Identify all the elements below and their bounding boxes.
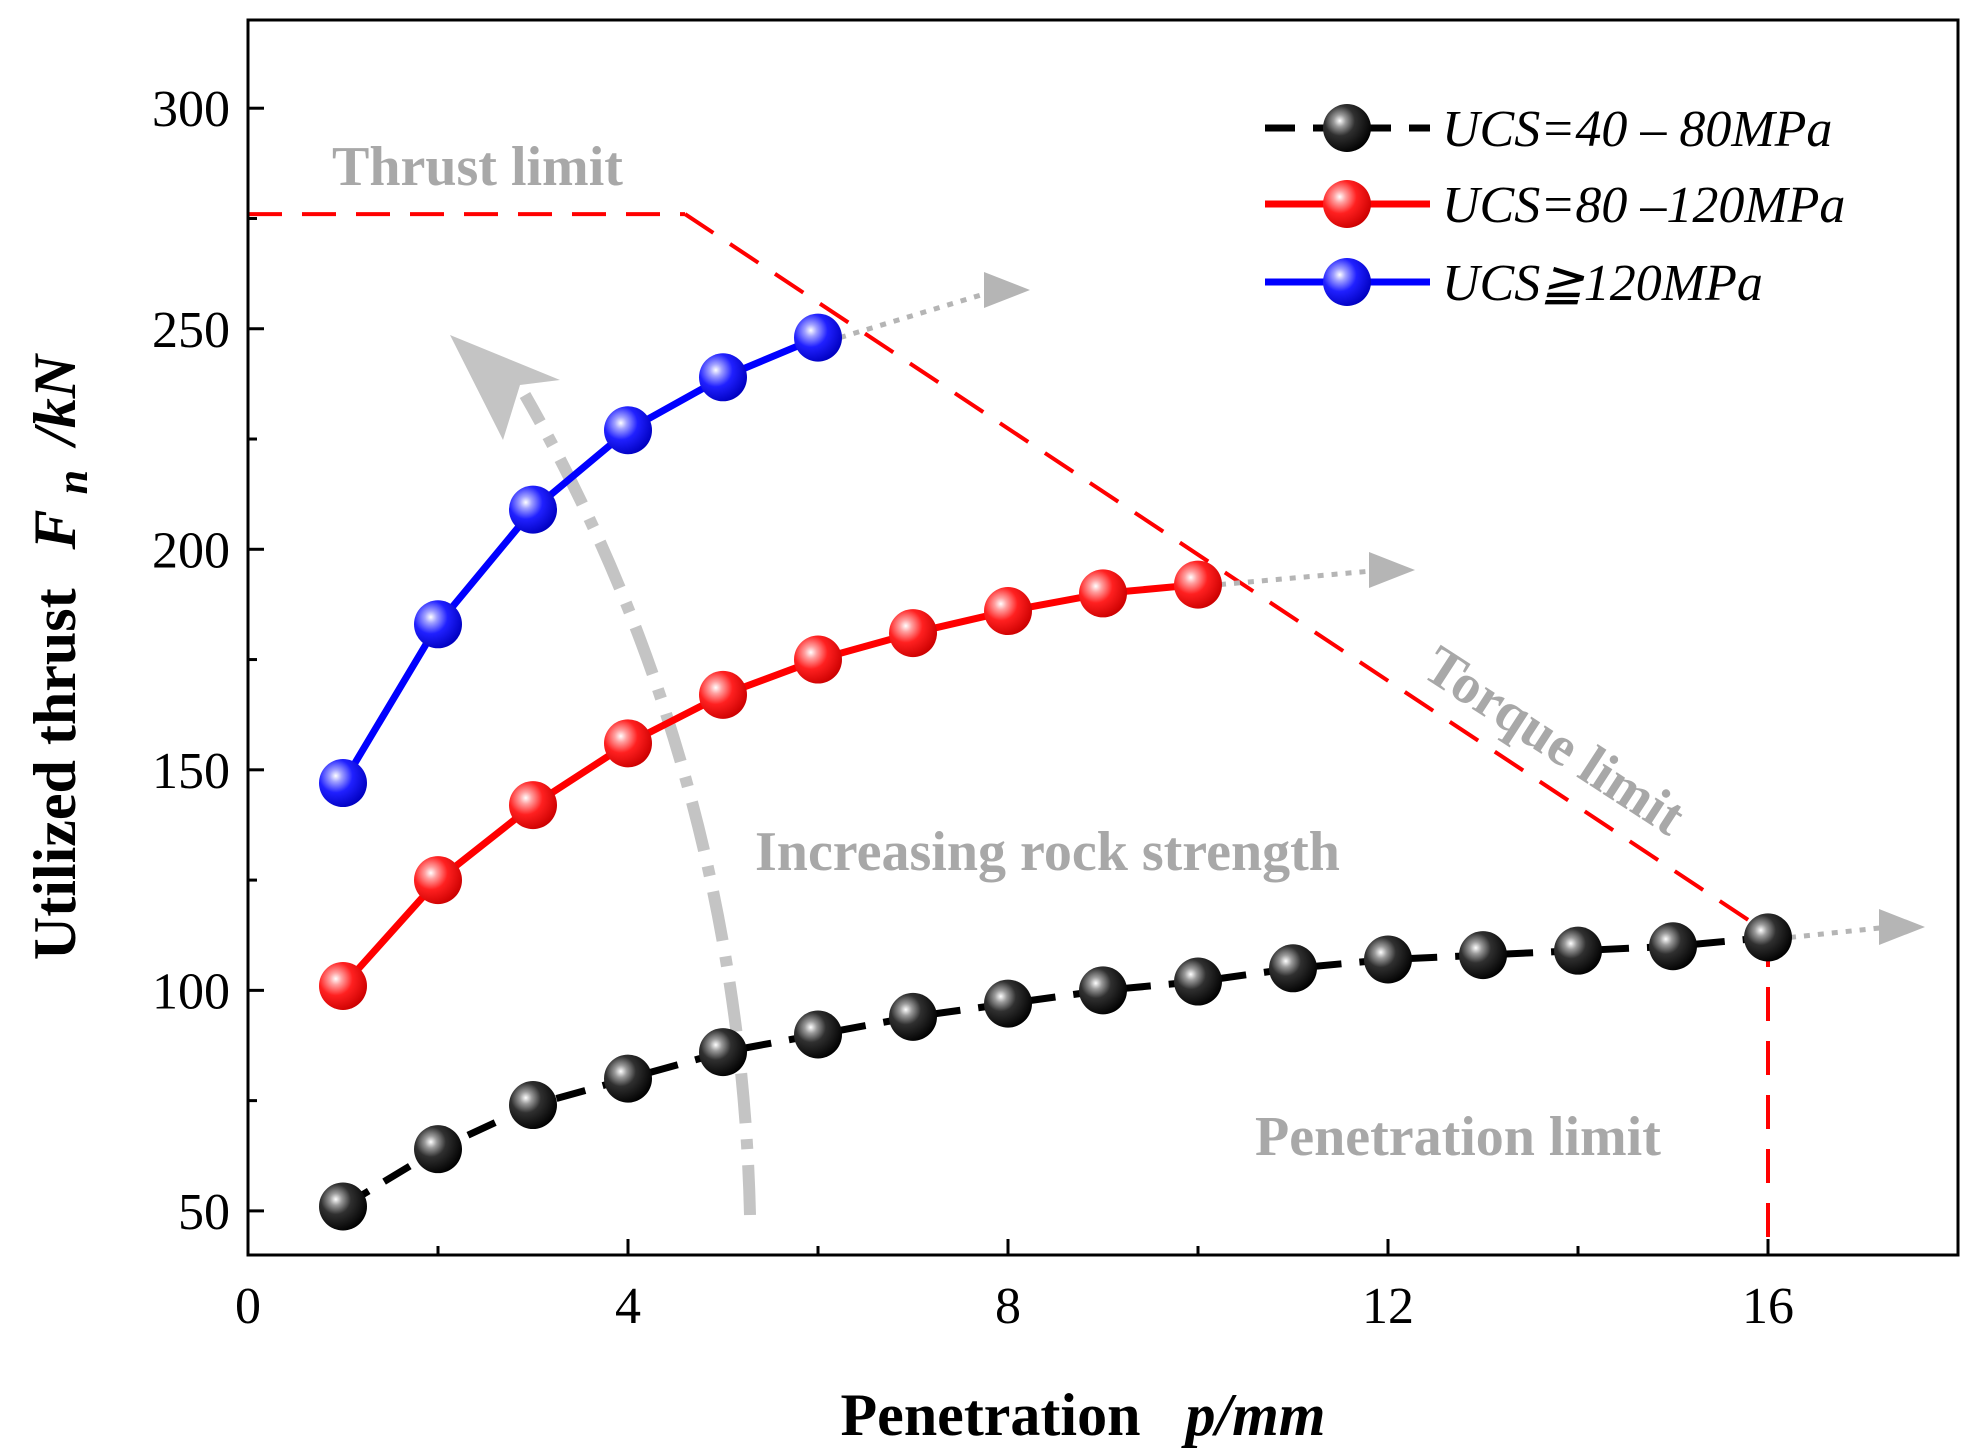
x-tick-label: 4 [615, 1278, 641, 1335]
data-point [509, 485, 557, 534]
axis-ticks: 0 4 8 12 16 50 100 150 200 250 300 [152, 81, 1960, 1335]
data-point [1649, 922, 1697, 971]
data-point [319, 759, 367, 808]
data-point [319, 961, 367, 1010]
y-tick-label: 300 [152, 81, 230, 138]
y-axis-subscript: n [48, 470, 97, 494]
data-point [1269, 944, 1317, 993]
trend-arrows [450, 272, 1925, 1216]
legend-label: UCS=80 –120MPa [1442, 177, 1845, 234]
series-line [341, 933, 1769, 1210]
data-point [604, 1054, 652, 1103]
data-point [509, 1081, 557, 1130]
series-0 [319, 913, 1792, 1231]
data-point [794, 635, 842, 684]
torque-limit-label: Torque limit [1413, 634, 1696, 848]
x-axis-variable: p/mm [1180, 1382, 1325, 1448]
penetration-limit-label: Penetration limit [1255, 1106, 1661, 1168]
legend: UCS=40 – 80MPa UCS=80 –120MPa UCS≧120MPa [1265, 101, 1845, 312]
data-point [1079, 966, 1127, 1015]
y-tick-label: 150 [152, 743, 230, 800]
x-axis-title: Penetration p/mm [841, 1382, 1326, 1448]
data-point [1174, 957, 1222, 1006]
series-line [339, 334, 820, 785]
y-tick-label: 200 [152, 522, 230, 579]
data-point [984, 979, 1032, 1028]
series-1 [319, 560, 1222, 1010]
data-point [414, 600, 462, 649]
y-tick-label: 50 [178, 1184, 230, 1241]
y-axis-unit: /kN [22, 352, 88, 449]
data-point [604, 406, 652, 455]
data-point [699, 670, 747, 719]
data-point [1744, 913, 1792, 962]
x-tick-label: 0 [235, 1278, 261, 1335]
data-point [509, 781, 557, 830]
legend-label: UCS=40 – 80MPa [1442, 101, 1832, 158]
series-layer [319, 313, 1792, 1231]
data-point [699, 353, 747, 402]
data-point [414, 1125, 462, 1174]
data-point [319, 1182, 367, 1231]
legend-marker [1323, 258, 1371, 306]
series-2 [319, 313, 842, 808]
data-point [794, 1010, 842, 1059]
data-point [604, 719, 652, 768]
thrust-limit-label: Thrust limit [332, 136, 623, 198]
limit-lines [248, 212, 1770, 1255]
legend-item-ucs-120: UCS≧120MPa [1265, 255, 1763, 312]
x-tick-label: 16 [1742, 1278, 1794, 1335]
legend-item-ucs-80-120: UCS=80 –120MPa [1265, 177, 1845, 234]
trend-arrow-head [1879, 909, 1925, 945]
y-axis-label: Utilized thrust [22, 588, 88, 960]
trend-arrow-line [1789, 925, 1884, 940]
data-point [1459, 931, 1507, 980]
increasing-strength-arrow [519, 392, 756, 1216]
data-point [889, 992, 937, 1041]
trend-arrow-line [839, 290, 989, 340]
trend-arrow-head [1369, 552, 1415, 588]
data-point [699, 1028, 747, 1077]
x-axis-label: Penetration [841, 1382, 1141, 1448]
increasing-strength-arrowhead [450, 335, 560, 440]
data-point [1174, 560, 1222, 609]
y-tick-label: 250 [152, 302, 230, 359]
legend-item-ucs-40-80: UCS=40 – 80MPa [1265, 101, 1832, 158]
data-point [889, 609, 937, 658]
increasing-strength-label: Increasing rock strength [755, 821, 1340, 883]
legend-marker [1323, 104, 1371, 152]
trend-arrow-line [1219, 568, 1374, 588]
trend-arrow-head [984, 272, 1030, 308]
y-axis-variable: F [22, 509, 88, 550]
y-axis-title: Utilized thrust F n /kN [22, 352, 100, 960]
data-point [794, 313, 842, 362]
legend-marker [1323, 180, 1371, 228]
series-line [340, 581, 1199, 989]
y-tick-label: 100 [152, 963, 230, 1020]
data-point [1364, 935, 1412, 984]
data-point [414, 856, 462, 905]
x-tick-label: 12 [1362, 1278, 1414, 1335]
torque-limit-line [683, 212, 1770, 935]
plot-frame [246, 18, 1960, 1257]
legend-label: UCS≧120MPa [1442, 255, 1763, 312]
data-point [984, 587, 1032, 636]
x-tick-label: 8 [995, 1278, 1021, 1335]
data-point [1554, 926, 1602, 975]
data-point [1079, 569, 1127, 618]
